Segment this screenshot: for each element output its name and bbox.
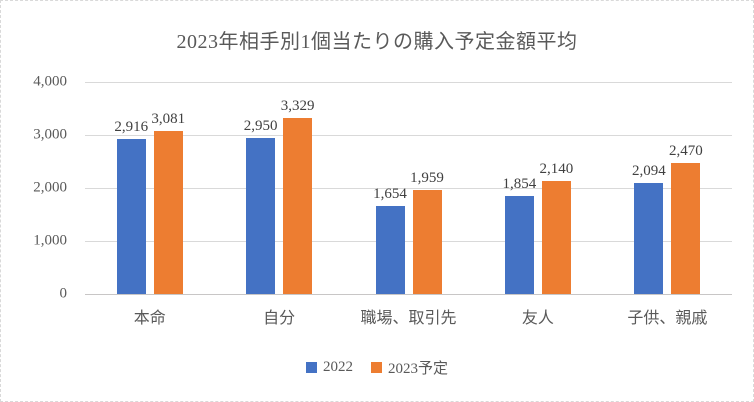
y-tick-label: 1,000	[33, 232, 67, 249]
y-axis: 4,000 3,000 2,000 1,000 0	[1, 74, 67, 302]
legend-label: 2023予定	[387, 361, 448, 377]
bar-2023-plan: 1,959	[410, 170, 444, 294]
gridline	[85, 241, 732, 242]
legend-item-2023-plan: 2023予定	[370, 357, 448, 378]
data-label: 2,140	[539, 160, 574, 177]
gridline	[85, 135, 732, 136]
legend: 2022 2023予定	[1, 357, 753, 378]
bar-2023-plan: 2,140	[540, 161, 573, 294]
chart-title: 2023年相手別1個当たりの購入予定金額平均	[176, 31, 578, 53]
bar-group: 2,950 3,329	[214, 82, 343, 294]
y-tick-label: 2,000	[33, 179, 67, 196]
y-tick-label: 4,000	[33, 73, 67, 90]
data-label: 2,094	[631, 163, 666, 180]
gridline	[85, 188, 732, 189]
x-axis-line	[85, 294, 732, 295]
data-label: 1,854	[502, 175, 537, 192]
data-label: 3,081	[151, 110, 186, 127]
y-tick-label: 0	[59, 285, 68, 302]
category-label: 子供、親戚	[627, 310, 708, 327]
bar-2022: 2,916	[114, 119, 148, 294]
bar-2022: 1,654	[373, 186, 407, 294]
bar-group: 1,654 1,959	[344, 82, 473, 294]
category-label: 職場、取引先	[360, 310, 457, 327]
data-label: 1,654	[373, 186, 407, 203]
bar-group: 2,094 2,470	[603, 82, 732, 294]
data-label: 2,950	[243, 117, 278, 134]
gridlines	[85, 82, 732, 295]
bar-2022: 1,854	[503, 176, 536, 294]
data-label: 3,329	[280, 97, 315, 114]
gridline	[85, 82, 732, 83]
x-axis-labels: 本命 自分 職場、取引先 友人 子供、親戚	[85, 304, 732, 328]
legend-label: 2022	[322, 359, 353, 375]
bar-2023-plan: 2,470	[669, 143, 703, 294]
plot-area: 2,916 3,081 2,950 3,329 1,654 1,959 1,854 2,140…	[85, 82, 732, 295]
legend-swatch-icon	[370, 362, 382, 373]
legend-swatch-icon	[305, 362, 317, 373]
bar-2022: 2,950	[244, 118, 277, 294]
bar-2023-plan: 3,081	[151, 111, 185, 294]
bar-group: 1,854 2,140	[473, 82, 602, 294]
category-label: 自分	[263, 310, 296, 327]
category-label: 友人	[521, 310, 554, 327]
category-label: 本命	[133, 310, 166, 327]
bar-2022: 2,094	[632, 163, 666, 294]
y-tick-label: 3,000	[33, 126, 67, 143]
bars: 2,916 3,081 2,950 3,329 1,654 1,959 1,854 2,140…	[85, 82, 732, 294]
data-label: 1,959	[410, 170, 444, 187]
legend-item-2022: 2022	[305, 359, 353, 376]
bar-group: 2,916 3,081	[85, 82, 214, 294]
bar-2023-plan: 3,329	[281, 98, 314, 294]
data-label: 2,916	[114, 119, 149, 136]
data-label: 2,470	[668, 143, 703, 160]
